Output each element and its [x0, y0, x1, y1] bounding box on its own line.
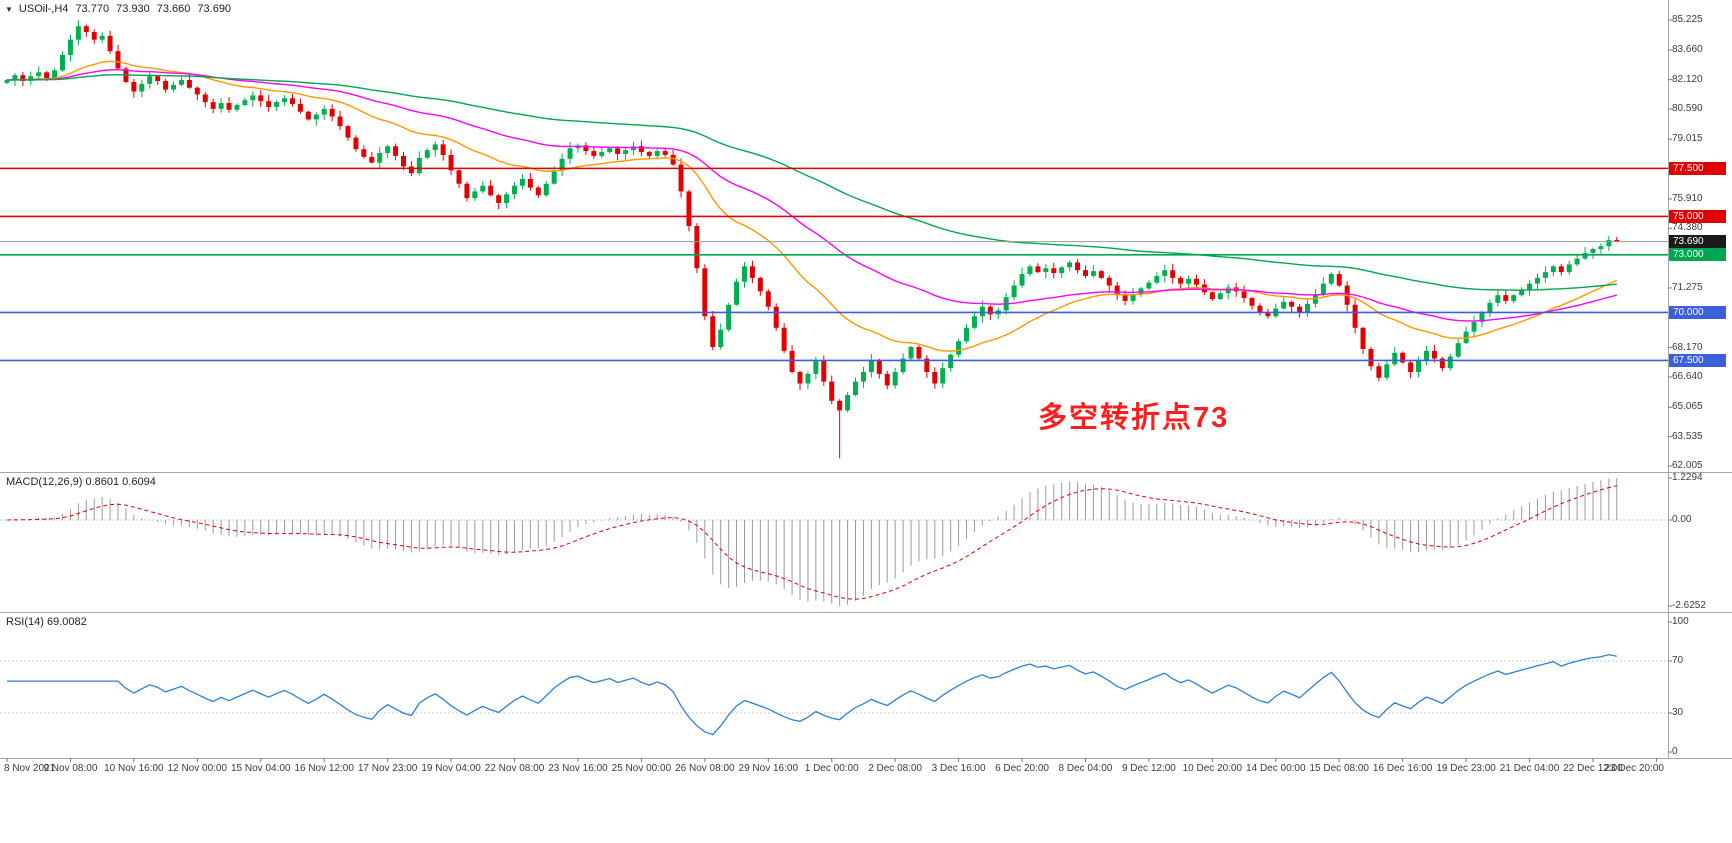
ohlc-high: 73.930: [116, 3, 150, 15]
ma-24-line[interactable]: [6, 60, 1618, 352]
symbol-dropdown-icon[interactable]: ▼: [5, 5, 13, 14]
macd-indicator-label: MACD(12,26,9) 0.8601 0.6094: [6, 476, 156, 488]
ohlc-open: 73.770: [75, 3, 110, 15]
ohlc-close: 73.690: [197, 3, 232, 15]
rsi-indicator-label: RSI(14) 69.0082: [6, 616, 87, 628]
price-axis[interactable]: [1668, 0, 1732, 758]
ohlc-low: 73.660: [156, 3, 191, 15]
time-axis[interactable]: [0, 758, 1668, 784]
macd-histogram: [14, 478, 1618, 606]
candles-layer: [4, 20, 1620, 459]
symbol-timeframe-label: USOil-,H4: [18, 3, 69, 15]
macd-signal-line: [6, 485, 1617, 600]
rsi-line: [7, 653, 1617, 736]
ma-110-line[interactable]: [6, 74, 1617, 291]
chart-header: ▼ USOil-,H4 73.770 73.930 73.660 73.690: [5, 3, 231, 15]
ma-52-line[interactable]: [6, 69, 1617, 322]
chart-annotation[interactable]: 多空转折点73: [1038, 402, 1230, 434]
